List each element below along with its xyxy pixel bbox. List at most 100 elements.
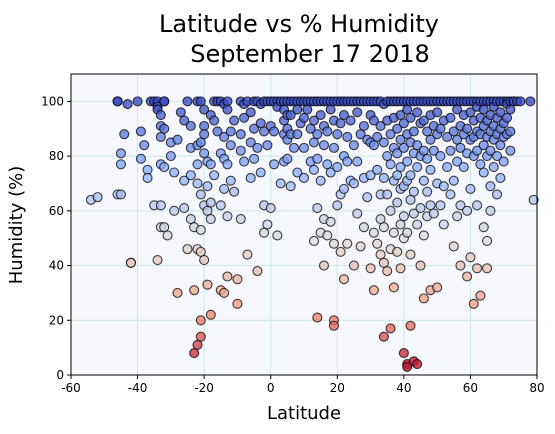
data-point bbox=[179, 175, 190, 186]
data-point bbox=[265, 203, 276, 214]
data-point bbox=[122, 99, 133, 110]
data-point bbox=[219, 287, 230, 298]
data-point bbox=[335, 246, 346, 257]
data-point bbox=[378, 222, 389, 233]
data-point bbox=[372, 238, 383, 249]
data-point bbox=[378, 331, 389, 342]
data-point bbox=[435, 123, 446, 134]
data-point bbox=[112, 96, 123, 107]
data-point bbox=[472, 200, 483, 211]
data-point bbox=[192, 178, 203, 189]
data-point bbox=[239, 112, 250, 123]
data-point bbox=[338, 183, 349, 194]
data-point bbox=[312, 312, 323, 323]
data-point bbox=[115, 159, 126, 170]
data-point bbox=[298, 112, 310, 123]
data-point bbox=[219, 131, 230, 142]
data-point bbox=[402, 156, 413, 167]
data-point bbox=[378, 137, 389, 148]
data-point bbox=[372, 131, 383, 142]
data-point bbox=[192, 159, 203, 170]
data-point bbox=[412, 140, 423, 151]
data-point bbox=[328, 238, 340, 249]
data-point bbox=[408, 186, 419, 197]
data-point bbox=[345, 115, 356, 126]
data-point bbox=[382, 151, 393, 162]
data-point bbox=[402, 104, 413, 115]
data-point bbox=[422, 153, 433, 164]
data-point bbox=[362, 192, 373, 203]
data-point bbox=[495, 140, 506, 151]
data-point bbox=[448, 241, 459, 252]
data-point bbox=[418, 145, 429, 156]
data-point bbox=[415, 203, 426, 214]
data-point bbox=[195, 96, 206, 107]
data-point bbox=[229, 186, 240, 197]
data-point bbox=[418, 115, 429, 126]
data-point bbox=[418, 230, 429, 241]
data-point bbox=[365, 170, 376, 181]
data-point bbox=[378, 172, 389, 184]
data-point bbox=[185, 213, 196, 225]
data-point bbox=[442, 131, 453, 142]
data-point bbox=[298, 172, 310, 184]
y-axis-label: Humidity (%) bbox=[6, 166, 27, 285]
data-point bbox=[335, 118, 346, 129]
data-point bbox=[222, 271, 233, 282]
data-point bbox=[142, 172, 153, 184]
data-point bbox=[202, 181, 213, 192]
data-point bbox=[372, 164, 383, 175]
data-point bbox=[425, 200, 436, 211]
data-point bbox=[405, 112, 416, 123]
data-point bbox=[172, 287, 183, 298]
data-point bbox=[222, 104, 233, 115]
data-point bbox=[202, 279, 213, 290]
data-point bbox=[505, 104, 516, 115]
data-point bbox=[282, 153, 293, 164]
data-point bbox=[195, 137, 206, 148]
data-point bbox=[92, 192, 103, 203]
data-point bbox=[205, 309, 216, 320]
data-point bbox=[328, 320, 340, 331]
data-point bbox=[195, 315, 206, 326]
data-point bbox=[462, 123, 473, 134]
data-point bbox=[485, 181, 496, 192]
data-point bbox=[485, 145, 496, 156]
data-point bbox=[385, 205, 396, 216]
data-point bbox=[505, 126, 516, 137]
data-point bbox=[425, 134, 436, 145]
data-point bbox=[169, 167, 180, 178]
data-point bbox=[142, 164, 153, 175]
data-point bbox=[452, 211, 463, 222]
data-point bbox=[255, 167, 266, 178]
data-point bbox=[205, 159, 216, 170]
data-point bbox=[352, 208, 363, 219]
data-point bbox=[322, 230, 333, 241]
data-point bbox=[438, 219, 449, 230]
data-point bbox=[412, 107, 423, 118]
data-point bbox=[199, 104, 210, 115]
data-point bbox=[348, 178, 359, 189]
data-point bbox=[322, 159, 333, 170]
data-point bbox=[375, 120, 386, 132]
data-point bbox=[325, 216, 336, 227]
data-point bbox=[412, 359, 423, 370]
data-point bbox=[332, 200, 343, 211]
data-point bbox=[272, 230, 283, 241]
data-point bbox=[268, 126, 280, 137]
data-point bbox=[239, 156, 250, 167]
data-point bbox=[382, 189, 393, 200]
data-point bbox=[342, 156, 353, 167]
data-point bbox=[368, 140, 379, 151]
data-point bbox=[342, 238, 353, 249]
data-point bbox=[242, 249, 253, 260]
data-point bbox=[192, 339, 203, 350]
data-point bbox=[338, 274, 349, 285]
data-point bbox=[398, 348, 409, 359]
data-point bbox=[495, 172, 506, 184]
data-point bbox=[165, 151, 176, 162]
chart-title-line2: September 17 2018 bbox=[190, 40, 430, 68]
data-point bbox=[352, 107, 363, 118]
data-point bbox=[135, 153, 146, 164]
